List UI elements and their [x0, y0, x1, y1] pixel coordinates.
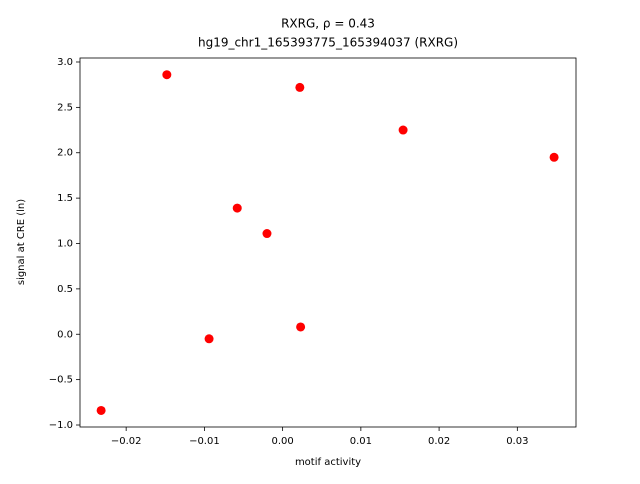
y-axis-label: signal at CRE (ln)	[16, 199, 27, 285]
chart-subtitle: hg19_chr1_165393775_165394037 (RXRG)	[198, 36, 458, 50]
point	[162, 70, 172, 80]
y-tick-label: 0.0	[57, 329, 73, 340]
point	[296, 322, 306, 332]
y-tick-label: 1.5	[57, 193, 73, 204]
x-tick-label: −0.01	[189, 436, 220, 447]
x-axis-label: motif activity	[295, 457, 361, 468]
y-tick-label: 2.0	[57, 148, 73, 159]
point	[295, 82, 305, 92]
x-tick-label: −0.02	[111, 436, 142, 447]
y-tick-label: 3.0	[57, 57, 73, 68]
y-tick-label: 0.5	[57, 284, 73, 295]
x-tick-label: 0.00	[271, 436, 293, 447]
point	[232, 203, 242, 213]
x-tick-label: 0.01	[350, 436, 372, 447]
point	[398, 125, 408, 135]
point	[549, 152, 559, 162]
y-tick-label: −0.5	[49, 375, 73, 386]
plot-frame	[79, 57, 577, 428]
chart-title: RXRG, ρ = 0.43	[281, 17, 375, 31]
point	[204, 334, 214, 344]
y-tick-label: −1.0	[49, 420, 73, 431]
y-tick-label: 2.5	[57, 102, 73, 113]
point	[262, 229, 272, 239]
y-tick-label: 1.0	[57, 238, 73, 249]
point	[96, 405, 106, 415]
x-tick-label: 0.03	[506, 436, 528, 447]
x-tick-label: 0.02	[428, 436, 450, 447]
